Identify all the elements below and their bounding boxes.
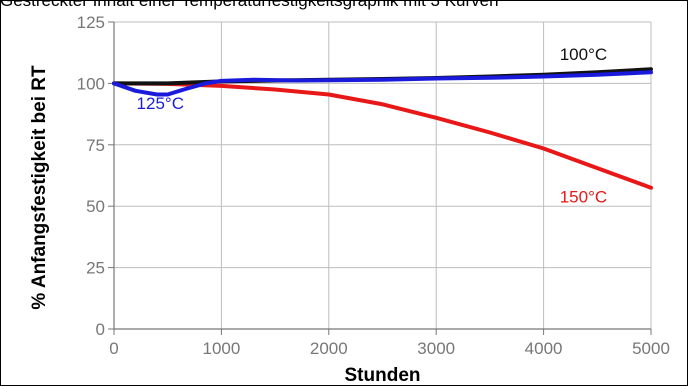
x-tick-label: 3000 bbox=[417, 339, 455, 358]
y-tick-label: 25 bbox=[86, 259, 105, 278]
y-tick-label: 75 bbox=[86, 136, 105, 155]
grid-lines bbox=[108, 21, 652, 335]
x-tick-label: 2000 bbox=[310, 339, 348, 358]
x-tick-label: 1000 bbox=[202, 339, 240, 358]
series-label-3: 150°C bbox=[560, 188, 607, 207]
y-tick-label: 100 bbox=[77, 74, 105, 93]
x-tick-label: 4000 bbox=[525, 339, 563, 358]
x-tick-label: 0 bbox=[109, 339, 118, 358]
y-tick-label: 125 bbox=[77, 13, 105, 32]
x-axis-title: Stunden bbox=[345, 365, 421, 386]
series-label-2: 125°C bbox=[137, 94, 184, 113]
y-tick-label: 50 bbox=[86, 197, 105, 216]
series-label-1: 100°C bbox=[560, 45, 607, 64]
series-line-3 bbox=[112, 81, 653, 190]
chart-caption: Gestreckter Inhalt einer Temperaturfesti… bbox=[0, 0, 499, 10]
series-line-2 bbox=[112, 70, 653, 97]
y-tick-label: 0 bbox=[96, 320, 105, 339]
x-tick-label: 5000 bbox=[632, 339, 670, 358]
tick-labels: 0 25 50 75 100 125 0 1000 2000 3000 4000 5000 bbox=[77, 13, 670, 358]
series-labels: 100°C 125°C 150°C bbox=[137, 45, 608, 206]
series-lines bbox=[112, 67, 653, 190]
y-axis-title: % Anfangsfestigkeit bei RT bbox=[29, 65, 50, 310]
